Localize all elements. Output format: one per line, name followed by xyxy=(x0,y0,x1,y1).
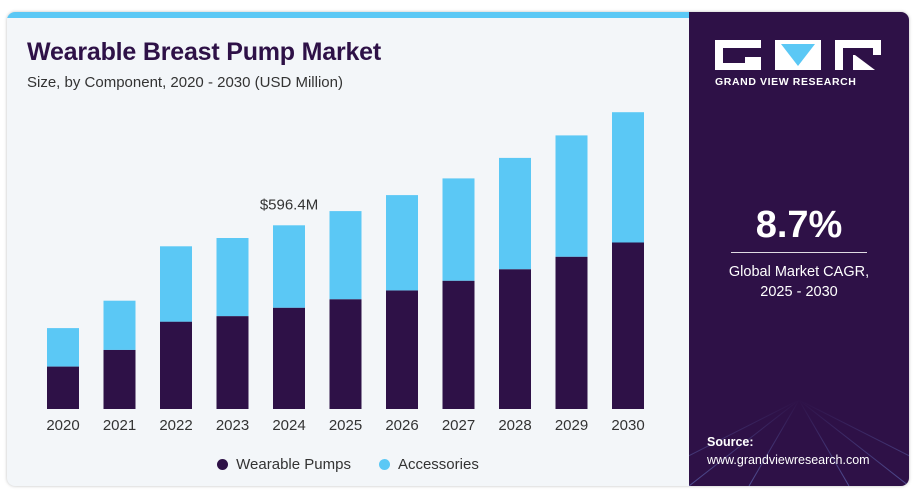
bar-wearable-pumps-2021 xyxy=(103,349,136,409)
source-title: Source: xyxy=(707,435,754,449)
x-tick-label-2028: 2028 xyxy=(498,417,531,434)
logo-text: GRAND VIEW RESEARCH xyxy=(715,76,857,88)
bar-accessories-2024 xyxy=(273,225,305,308)
bar-wearable-pumps-2026 xyxy=(386,290,418,409)
cagr-label: Global Market CAGR, 2025 - 2030 xyxy=(689,262,909,302)
bar-wearable-pumps-2022 xyxy=(160,321,192,409)
x-tick-label-2022: 2022 xyxy=(159,417,192,434)
bar-accessories-2023 xyxy=(216,238,249,317)
bar-accessories-2022 xyxy=(160,246,192,322)
cagr-label-line-2: 2025 - 2030 xyxy=(760,284,838,300)
legend-item-accessories: Accessories xyxy=(378,456,479,473)
grid-pattern xyxy=(689,400,909,486)
bar-wearable-pumps-2025 xyxy=(329,299,362,409)
divider xyxy=(731,252,867,253)
brand-logo: GRAND VIEW RESEARCH xyxy=(715,40,883,88)
accent-bar xyxy=(7,12,689,18)
infographic-card: Wearable Breast Pump Market Size, by Com… xyxy=(7,12,909,486)
legend-item-wearable-pumps: Wearable Pumps xyxy=(217,456,351,473)
bar-accessories-2021 xyxy=(103,300,136,350)
legend-swatch-accessories xyxy=(378,459,390,470)
bar-wearable-pumps-2028 xyxy=(499,269,531,409)
x-tick-label-2027: 2027 xyxy=(442,417,475,434)
stats-panel: GRAND VIEW RESEARCH 8.7% Global Market C… xyxy=(689,12,909,486)
x-tick-label-2021: 2021 xyxy=(103,417,136,434)
x-tick-label-2026: 2026 xyxy=(385,417,418,434)
legend-label-wearable-pumps: Wearable Pumps xyxy=(236,456,351,473)
x-tick-label-2020: 2020 xyxy=(46,417,79,434)
x-tick-label-2030: 2030 xyxy=(611,417,644,434)
cagr-label-line-1: Global Market CAGR, xyxy=(728,264,870,280)
x-tick-label-2025: 2025 xyxy=(329,417,362,434)
x-tick-label-2023: 2023 xyxy=(216,417,249,434)
bar-wearable-pumps-2030 xyxy=(612,242,644,409)
bar-accessories-2025 xyxy=(329,211,362,300)
bar-wearable-pumps-2027 xyxy=(442,280,475,409)
legend-label-accessories: Accessories xyxy=(397,456,479,473)
bar-wearable-pumps-2029 xyxy=(555,256,588,409)
data-label-2024: $596.4M xyxy=(260,196,318,213)
chart-title: Wearable Breast Pump Market xyxy=(27,38,381,66)
stacked-bar-chart: 2020 2021 2022 2023 2024 2025 2026 2027 2028 2029… xyxy=(46,112,645,434)
chart-legend: Wearable Pumps Accessories xyxy=(7,456,689,473)
bar-accessories-2030 xyxy=(612,112,644,243)
bar-accessories-2020 xyxy=(47,328,79,367)
cagr-value: 8.7% xyxy=(755,204,843,246)
bar-accessories-2028 xyxy=(499,157,531,270)
bar-accessories-2029 xyxy=(555,135,588,257)
bar-wearable-pumps-2020 xyxy=(47,366,79,409)
logo-mark-icon xyxy=(715,40,881,70)
legend-swatch-wearable-pumps xyxy=(217,459,229,470)
bar-accessories-2026 xyxy=(386,195,418,291)
x-tick-label-2024: 2024 xyxy=(272,417,305,434)
source-url[interactable]: www.grandviewresearch.com xyxy=(707,453,870,467)
chart-subtitle: Size, by Component, 2020 - 2030 (USD Mil… xyxy=(27,74,343,91)
x-tick-label-2029: 2029 xyxy=(555,417,588,434)
bar-accessories-2027 xyxy=(442,178,475,281)
bar-wearable-pumps-2023 xyxy=(216,316,249,409)
bar-wearable-pumps-2024 xyxy=(273,307,305,409)
